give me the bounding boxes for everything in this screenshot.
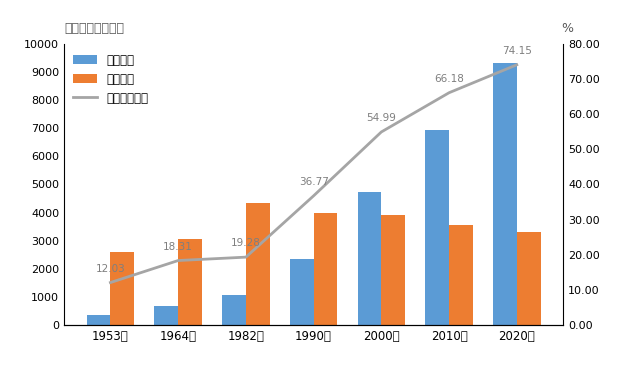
Bar [381,215,405,325]
Bar [517,232,541,325]
Text: 常住人口（万人）: 常住人口（万人） [64,22,124,35]
Bar [493,62,517,325]
Text: 66.18: 66.18 [434,74,464,84]
Bar [178,239,202,325]
Bar [222,295,246,325]
Text: 19.28: 19.28 [231,238,261,248]
Text: 54.99: 54.99 [366,113,396,123]
Legend: 城镇人口, 乡村人口, 城镇人口比重: 城镇人口, 乡村人口, 城镇人口比重 [70,50,152,108]
Bar [426,130,449,325]
Text: 74.15: 74.15 [502,46,532,56]
Bar [86,315,110,325]
Bar [358,192,381,325]
Text: 36.77: 36.77 [299,177,328,187]
Bar [246,203,269,325]
Text: 12.03: 12.03 [95,264,125,274]
Bar [110,252,134,325]
Text: %: % [561,22,573,35]
Bar [314,213,337,325]
Text: 18.31: 18.31 [163,242,193,252]
Bar [290,259,314,325]
Bar [449,225,473,325]
Bar [154,306,178,325]
